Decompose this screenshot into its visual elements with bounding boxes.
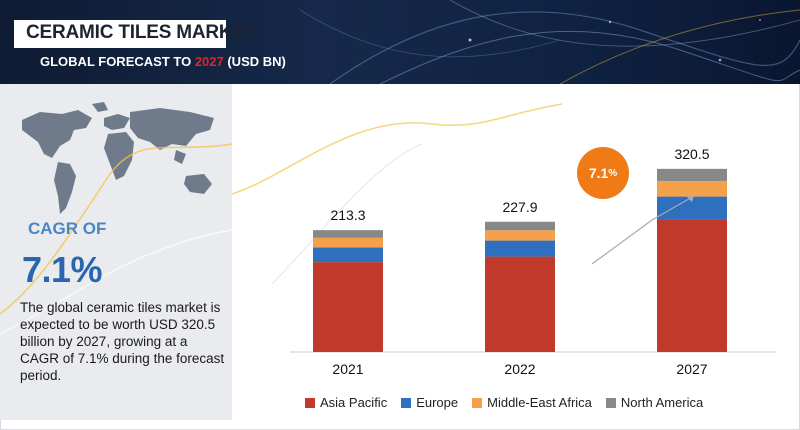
legend-label: Asia Pacific — [320, 395, 388, 410]
legend-item-north-america: North America — [605, 395, 704, 410]
title-background — [14, 20, 226, 48]
bar-2022-middle-east-africa — [485, 230, 555, 241]
legend-swatch — [401, 397, 412, 408]
bar-2022-asia-pacific — [485, 256, 555, 352]
legend-swatch — [472, 397, 483, 408]
bar-2027-europe — [657, 196, 727, 220]
bar-2022-north-america — [485, 221, 555, 231]
trend-arrow — [591, 195, 695, 265]
x-tick-2027: 2027 — [676, 361, 707, 377]
total-label-2022: 227.9 — [502, 199, 537, 215]
legend-item-asia-pacific: Asia Pacific — [305, 395, 387, 410]
cagr-label: CAGR OF — [28, 219, 107, 238]
legend-label: North America — [620, 395, 704, 410]
market-description: The global ceramic tiles market is expec… — [20, 300, 225, 383]
total-label-2021: 213.3 — [330, 207, 365, 223]
legend-item-europe: Europe — [401, 395, 458, 410]
bar-2021-europe — [313, 247, 383, 263]
legend-swatch — [605, 397, 616, 408]
page-subtitle: GLOBAL FORECAST TO 2027 (USD BN) — [40, 54, 286, 69]
x-tick-2021: 2021 — [332, 361, 363, 377]
header-banner: CERAMIC TILES MARKET GLOBAL FORECAST TO … — [0, 0, 800, 84]
chart-legend: Asia Pacific Europe Middle-East Africa Nort… — [305, 395, 703, 410]
bar-2027-asia-pacific — [657, 219, 727, 352]
legend-label: Middle-East Africa — [487, 395, 592, 410]
bar-2027-middle-east-africa — [657, 181, 727, 197]
decorative-curve — [232, 103, 563, 195]
subtitle-prefix: GLOBAL FORECAST TO — [40, 54, 195, 69]
cagr-bubble-value: 7.1 — [588, 165, 609, 181]
decorative-curve-faint — [271, 143, 423, 285]
bar-2027-north-america — [657, 168, 727, 182]
total-label-2027: 320.5 — [674, 146, 709, 162]
bar-2021-north-america — [313, 230, 383, 238]
subtitle-suffix: (USD BN) — [223, 54, 286, 69]
legend-label: Europe — [416, 395, 459, 410]
cagr-bubble: 7.1% — [577, 147, 629, 199]
cagr-value: 7.1% — [22, 249, 103, 290]
x-tick-2022: 2022 — [504, 361, 535, 377]
trend-arrow-head — [686, 196, 694, 202]
legend-swatch — [305, 397, 315, 408]
world-map-icon — [0, 102, 232, 335]
subtitle-year: 2027 — [194, 54, 224, 69]
header-light-streaks — [299, 0, 800, 84]
bar-2021-asia-pacific — [313, 262, 383, 352]
page-title: CERAMIC TILES MARKET — [26, 22, 257, 43]
bar-2022-europe — [485, 240, 555, 257]
stacked-bar-chart: 213.3 2021 227.9 2022 320.5 2027 — [232, 103, 776, 377]
cagr-bubble-unit: % — [608, 167, 618, 179]
summary-panel: CAGR OF 7.1% The global ceramic tiles ma… — [0, 84, 232, 420]
bars-layer: 213.3 2021 227.9 2022 320.5 2027 — [313, 146, 727, 377]
bar-2021-middle-east-africa — [313, 237, 383, 248]
legend-item-middle-east-africa: Middle-East Africa — [472, 395, 592, 410]
